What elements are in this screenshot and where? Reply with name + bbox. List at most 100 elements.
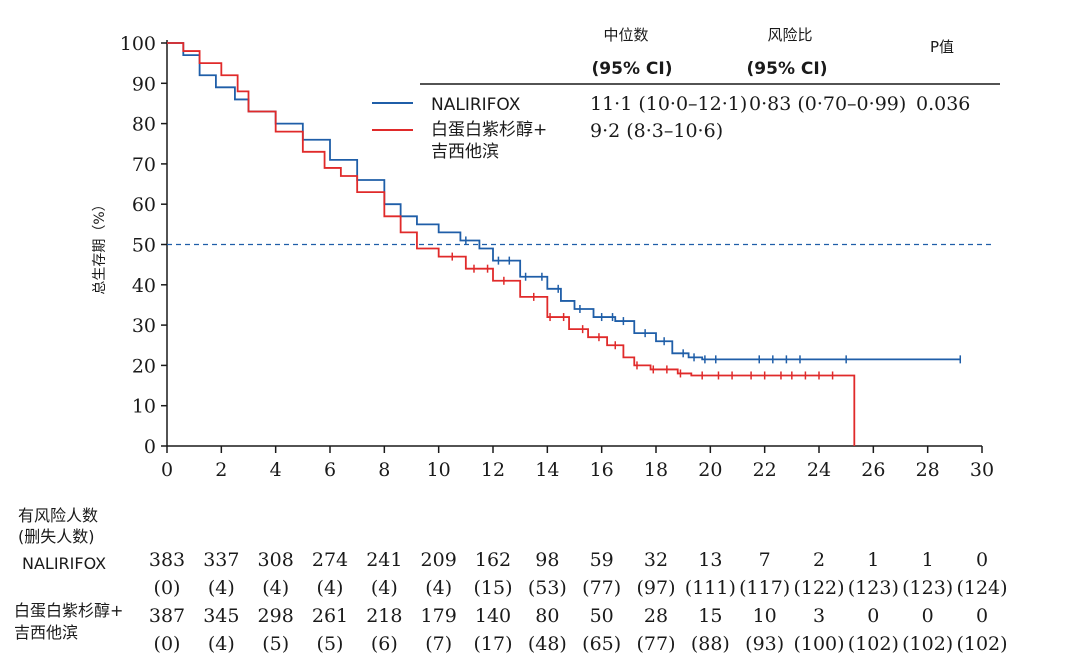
censored-comparator: (102) <box>848 633 899 655</box>
x-tick-label: 8 <box>378 459 390 481</box>
at-risk-nalirifox: 59 <box>590 549 614 571</box>
at-risk-nalirifox: 337 <box>203 549 239 571</box>
x-tick-label: 26 <box>861 459 885 481</box>
censored-comparator: (5) <box>262 633 289 655</box>
censored-nalirifox: (122) <box>793 577 844 599</box>
median-nalirifox: 11·1 (10·0–12·1) <box>590 93 747 115</box>
at-risk-comparator: 10 <box>753 605 777 627</box>
p-value: 0.036 <box>916 93 970 115</box>
x-tick-label: 28 <box>916 459 940 481</box>
censored-comparator: (5) <box>317 633 344 655</box>
at-risk-comparator: 179 <box>421 605 457 627</box>
x-tick-label: 12 <box>481 459 505 481</box>
censored-nalirifox: (4) <box>262 577 289 599</box>
censored-nalirifox: (117) <box>739 577 790 599</box>
at-risk-nalirifox: 383 <box>149 549 185 571</box>
at-risk-comparator: 0 <box>976 605 988 627</box>
censored-comparator: (6) <box>371 633 398 655</box>
censored-nalirifox: (123) <box>902 577 953 599</box>
censored-comparator: (88) <box>691 633 730 655</box>
at-risk-nalirifox: 241 <box>366 549 402 571</box>
at-risk-comparator: 0 <box>867 605 879 627</box>
x-tick-label: 10 <box>427 459 451 481</box>
x-tick-label: 0 <box>161 459 173 481</box>
censored-nalirifox: (4) <box>317 577 344 599</box>
y-axis-ticks: 0 10 20 30 40 50 60 70 80 90 100 <box>120 33 167 458</box>
at-risk-nalirifox: 0 <box>976 549 988 571</box>
at-risk-comparator: 28 <box>644 605 668 627</box>
at-risk-comparator: 345 <box>203 605 239 627</box>
hazard-ratio-value: 0·83 (0·70–0·99) <box>749 93 906 115</box>
censored-nalirifox: (97) <box>636 577 675 599</box>
x-tick-label: 18 <box>644 459 668 481</box>
censored-comparator: (4) <box>208 633 235 655</box>
risk-table-title-line2: (删失人数) <box>18 527 95 546</box>
censored-comparator: (0) <box>154 633 181 655</box>
censored-comparator: (48) <box>528 633 567 655</box>
x-tick-label: 22 <box>753 459 777 481</box>
censored-nalirifox: (4) <box>425 577 452 599</box>
p-value-header: P值 <box>930 38 954 56</box>
legend-label-comparator-line2: 吉西他滨 <box>431 142 499 162</box>
at-risk-nalirifox: 32 <box>644 549 668 571</box>
at-risk-comparator: 387 <box>149 605 185 627</box>
at-risk-nalirifox: 308 <box>258 549 294 571</box>
at-risk-comparator: 15 <box>698 605 722 627</box>
x-tick-label: 30 <box>970 459 994 481</box>
chart-axes <box>166 40 982 447</box>
x-tick-label: 24 <box>807 459 831 481</box>
y-tick-label: 30 <box>132 315 156 337</box>
at-risk-nalirifox: 2 <box>813 549 825 571</box>
risk-table-title-line1: 有风险人数 <box>18 506 98 525</box>
x-axis-ticks: 0 2 4 6 8 10 12 14 16 18 20 22 24 26 28 30 <box>161 446 994 481</box>
at-risk-nalirifox: 98 <box>535 549 559 571</box>
at-risk-comparator: 298 <box>258 605 294 627</box>
censored-nalirifox: (77) <box>582 577 621 599</box>
y-tick-label: 80 <box>132 114 156 136</box>
y-axis-label: 总生存期（%） <box>92 197 108 294</box>
at-risk-comparator: 261 <box>312 605 348 627</box>
survival-curve-nalirifox <box>167 42 961 361</box>
legend-label-comparator-line1: 白蛋白紫杉醇+ <box>431 120 547 140</box>
y-tick-label: 50 <box>132 235 156 257</box>
y-tick-label: 90 <box>132 73 156 95</box>
y-tick-label: 60 <box>132 194 156 216</box>
censored-nalirifox: (111) <box>685 577 736 599</box>
at-risk-comparator: 140 <box>475 605 511 627</box>
at-risk-nalirifox: 13 <box>698 549 722 571</box>
censored-nalirifox: (4) <box>208 577 235 599</box>
survival-curve-comparator <box>167 42 856 446</box>
censored-nalirifox: (4) <box>371 577 398 599</box>
censored-comparator: (77) <box>636 633 675 655</box>
legend: NALIRIFOX 白蛋白紫杉醇+ 吉西他滨 <box>372 95 547 162</box>
at-risk-nalirifox: 162 <box>475 549 511 571</box>
hazard-ratio-ci-header: (95% CI) <box>747 59 828 79</box>
censored-nalirifox: (0) <box>154 577 181 599</box>
risk-row-label-nalirifox: NALIRIFOX <box>22 554 106 573</box>
risk-table: 有风险人数 (删失人数) NALIRIFOX 白蛋白紫杉醇+ 吉西他滨 383 (… <box>14 506 1008 655</box>
at-risk-comparator: 0 <box>922 605 934 627</box>
median-header: 中位数 <box>603 26 648 44</box>
censored-comparator: (7) <box>425 633 452 655</box>
at-risk-nalirifox: 274 <box>312 549 348 571</box>
x-tick-label: 16 <box>590 459 614 481</box>
censored-nalirifox: (124) <box>956 577 1007 599</box>
at-risk-comparator: 50 <box>590 605 614 627</box>
x-tick-label: 20 <box>698 459 722 481</box>
at-risk-nalirifox: 7 <box>759 549 771 571</box>
y-tick-label: 10 <box>132 396 156 418</box>
at-risk-nalirifox: 1 <box>922 549 934 571</box>
censored-comparator: (17) <box>473 633 512 655</box>
hazard-ratio-header: 风险比 <box>767 26 812 44</box>
stats-table-header: 中位数 (95% CI) 风险比 (95% CI) P值 <box>420 26 1000 85</box>
y-tick-label: 0 <box>144 436 156 458</box>
x-tick-label: 2 <box>215 459 227 481</box>
at-risk-nalirifox: 1 <box>867 549 879 571</box>
censored-comparator: (93) <box>745 633 784 655</box>
censored-comparator: (102) <box>956 633 1007 655</box>
at-risk-comparator: 80 <box>535 605 559 627</box>
survival-curves <box>167 42 962 446</box>
censored-nalirifox: (123) <box>848 577 899 599</box>
censored-comparator: (102) <box>902 633 953 655</box>
